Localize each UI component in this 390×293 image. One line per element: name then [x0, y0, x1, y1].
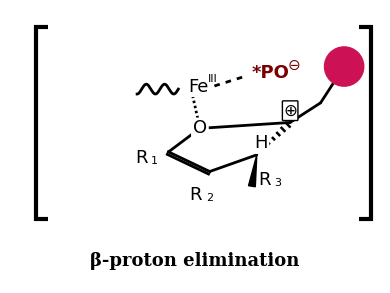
Text: ⊖: ⊖ [287, 58, 300, 73]
Text: 3: 3 [275, 178, 282, 188]
Text: O: O [193, 119, 207, 137]
Text: 1: 1 [151, 156, 158, 166]
Text: ⊕: ⊕ [283, 102, 297, 120]
Text: R: R [259, 171, 271, 189]
Circle shape [324, 47, 364, 86]
Text: β-proton elimination: β-proton elimination [90, 252, 300, 270]
Text: Fe: Fe [188, 78, 209, 96]
Text: *PO: *PO [252, 64, 290, 82]
Text: III: III [208, 74, 218, 84]
Text: R: R [135, 149, 147, 167]
Text: H: H [254, 134, 268, 152]
Text: R: R [190, 186, 202, 204]
Text: 2: 2 [206, 193, 213, 203]
Polygon shape [248, 155, 257, 187]
